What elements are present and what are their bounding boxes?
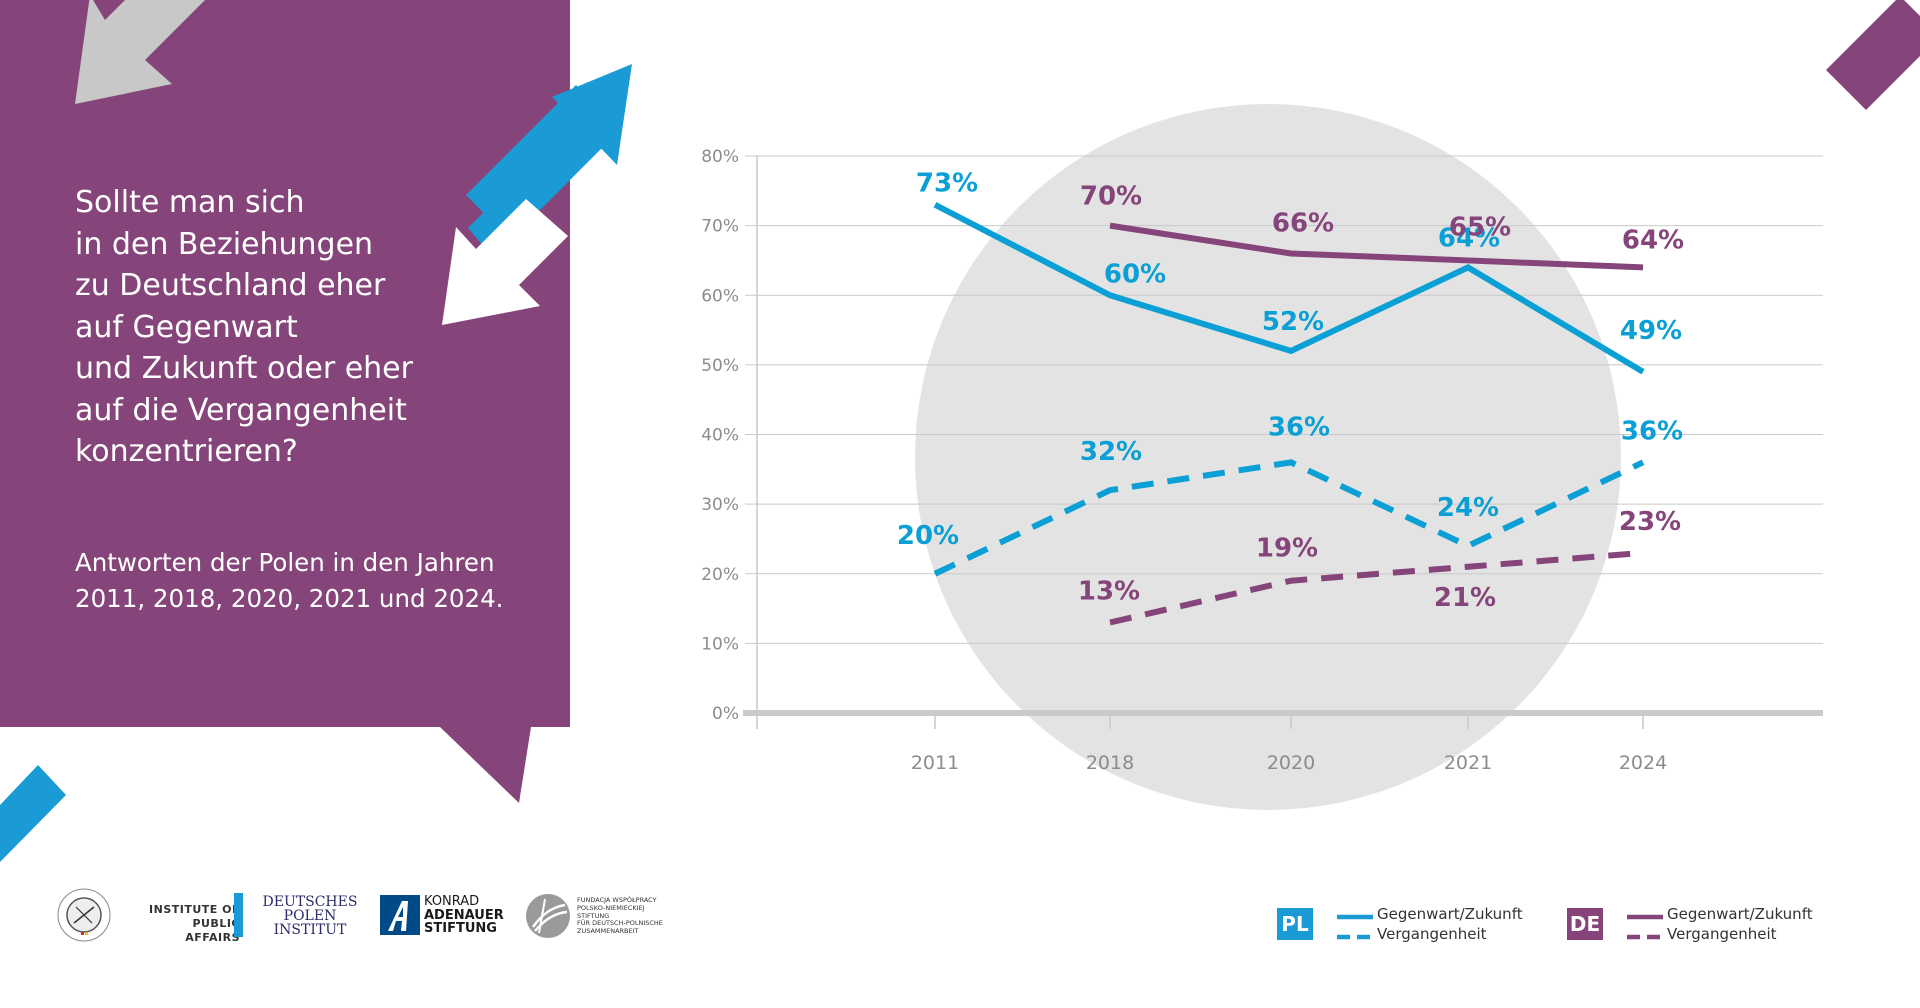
ipa-logo: INSTITUTE OF PUBLIC AFFAIRS — [140, 903, 240, 945]
dpi-logo-line1: DEUTSCHES — [262, 894, 358, 910]
fwpn-logo-mark — [526, 894, 570, 938]
series-line — [1109, 222, 1644, 271]
x-tick-label: 2024 — [1619, 752, 1667, 774]
grey-arrow-icon — [75, 0, 205, 104]
data-label: 13% — [1078, 576, 1140, 606]
data-label: 20% — [897, 521, 959, 551]
y-tick-label: 40% — [701, 426, 739, 446]
dpi-logo: DEUTSCHES POLEN INSTITUT — [257, 895, 363, 937]
series-line — [933, 202, 1645, 375]
legend-pl-dashed-label: Vergangenheit — [1377, 925, 1487, 943]
legend-de: DE Gegenwart/Zukunft Vergangenheit — [1567, 905, 1847, 949]
subheadline: Antworten der Polen in den Jahren 2011, … — [75, 548, 504, 613]
fwpn-logo-line4: FÜR DEUTSCH-POLNISCHE — [577, 919, 663, 928]
question-panel — [0, 0, 570, 803]
legend-pl: PL Gegenwart/Zukunft Vergangenheit — [1277, 905, 1527, 949]
data-label: 65% — [1449, 212, 1511, 242]
legend-de-dashed-label: Vergangenheit — [1667, 925, 1777, 943]
data-label: 24% — [1437, 493, 1499, 523]
x-tick-label: 2018 — [1086, 752, 1134, 774]
y-tick-label: 80% — [701, 147, 739, 167]
headline: Sollte man sich in den Beziehungen zu De… — [75, 185, 413, 469]
barometer-logo — [57, 888, 111, 942]
fwpn-logo-line5: ZUSAMMENARBEIT — [577, 927, 639, 936]
data-label: 52% — [1262, 307, 1324, 337]
partner-logos: INSTITUTE OF PUBLIC AFFAIRS DEUTSCHES PO… — [52, 885, 672, 945]
x-tick-label: 2020 — [1267, 752, 1315, 774]
fwpn-logo-line1: FUNDACJA WSPÓŁPRACY — [577, 896, 657, 904]
blue-arrow-shaft — [466, 85, 620, 240]
y-tick-label: 60% — [701, 286, 739, 306]
fwpn-logo-line3: STIFTUNG — [577, 911, 610, 920]
legend-de-swatches — [1627, 914, 1663, 940]
x-tick-label: 2011 — [911, 752, 959, 774]
data-label: 36% — [1268, 412, 1330, 442]
data-label: 49% — [1620, 316, 1682, 346]
kas-logo-mark — [380, 895, 420, 935]
ipa-logo-bar — [234, 893, 243, 937]
data-label: 66% — [1272, 208, 1334, 238]
legend-pl-solid-label: Gegenwart/Zukunft — [1377, 905, 1523, 923]
data-label: 23% — [1619, 507, 1681, 537]
fwpn-logo: FUNDACJA WSPÓŁPRACY POLSKO-NIEMIECKIEJ S… — [577, 896, 663, 936]
data-label: 73% — [916, 169, 978, 199]
y-tick-label: 20% — [701, 565, 739, 585]
y-tick-label: 50% — [701, 356, 739, 376]
legend-de-badge: DE — [1567, 908, 1603, 940]
data-label: 64% — [1438, 223, 1500, 253]
fwpn-logo-line2: POLSKO-NIEMIECKIEJ — [577, 903, 645, 912]
dpi-logo-line3: INSTITUT — [273, 922, 347, 938]
data-label: 19% — [1256, 534, 1318, 564]
y-tick-label: 30% — [701, 495, 739, 515]
y-tick-label: 10% — [701, 634, 739, 654]
data-label: 36% — [1621, 416, 1683, 446]
legend-de-solid-label: Gegenwart/Zukunft — [1667, 905, 1813, 923]
data-label: 32% — [1080, 437, 1142, 467]
y-tick-label: 70% — [701, 217, 739, 237]
data-label: 21% — [1434, 583, 1496, 613]
x-tick-label: 2021 — [1444, 752, 1492, 774]
y-tick-label: 0% — [712, 704, 739, 724]
white-arrow-icon — [442, 199, 568, 325]
series-line — [1109, 549, 1644, 626]
dpi-logo-line2: POLEN — [283, 908, 337, 924]
data-label: 70% — [1080, 182, 1142, 212]
kas-logo: KONRAD ADENAUER STIFTUNG — [424, 895, 504, 936]
legend-pl-badge: PL — [1277, 908, 1313, 940]
kas-logo-line3: STIFTUNG — [424, 921, 497, 936]
data-label: 64% — [1622, 225, 1684, 255]
legend-pl-swatches — [1337, 914, 1373, 940]
kas-logo-line2: ADENAUER — [424, 907, 504, 923]
ipa-logo-line2: PUBLIC AFFAIRS — [185, 917, 240, 944]
ipa-logo-line1: INSTITUTE OF — [149, 903, 240, 916]
data-label: 60% — [1104, 259, 1166, 289]
blue-bar-decoration — [0, 765, 66, 862]
series-line — [933, 459, 1645, 577]
kas-logo-line1: KONRAD — [424, 894, 480, 909]
purple-bar-decoration — [1826, 0, 1920, 110]
